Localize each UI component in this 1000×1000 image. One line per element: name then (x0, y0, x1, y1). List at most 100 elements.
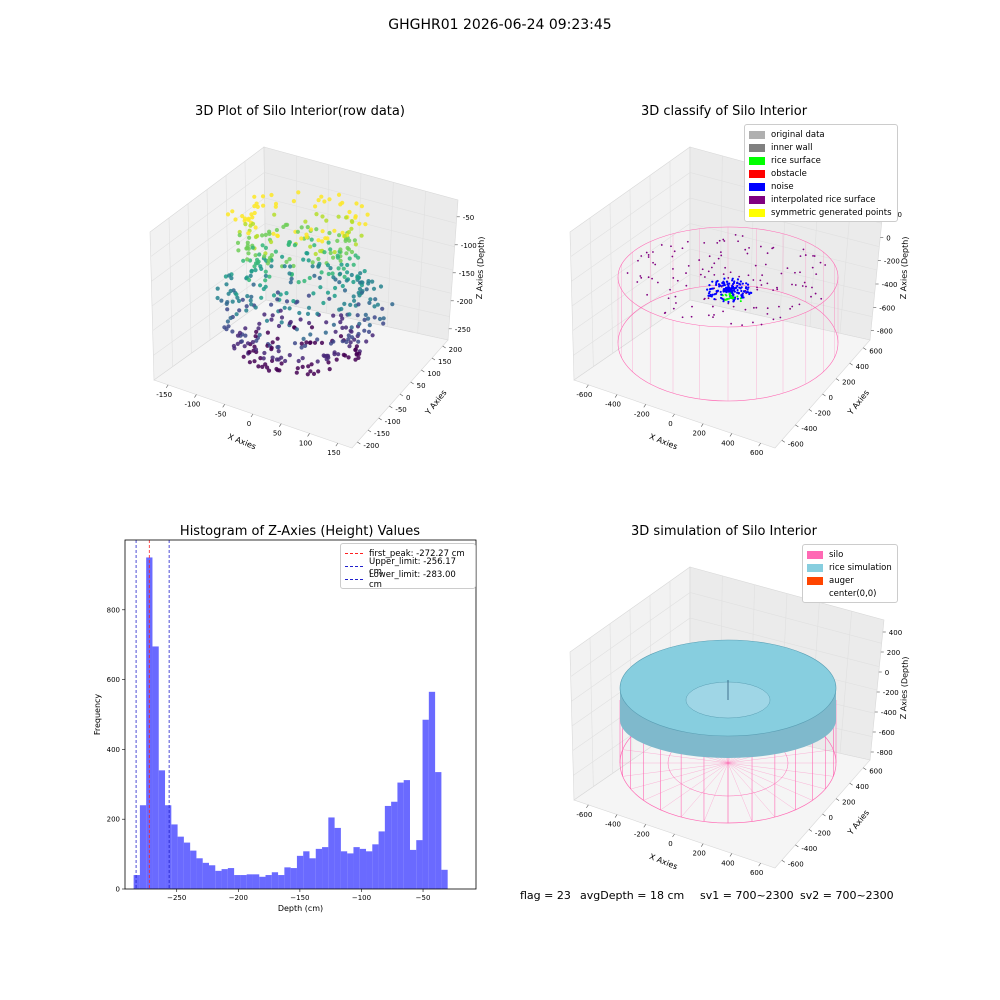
histogram-bar (422, 719, 429, 889)
data-point (275, 290, 280, 295)
noise-point (706, 288, 709, 291)
x-tick-label: −100 (352, 894, 371, 902)
data-point (372, 304, 377, 309)
legend-swatch (807, 576, 823, 585)
data-point (305, 372, 310, 377)
legend-item: rice surface (749, 154, 893, 167)
interpolated-point (786, 267, 789, 269)
data-point (342, 288, 348, 293)
y-tick-label: 600 (107, 676, 120, 684)
noise-point (738, 282, 741, 285)
data-point (252, 194, 257, 199)
data-point (271, 231, 276, 236)
data-point (247, 350, 252, 355)
data-point (301, 257, 306, 262)
interpolated-point (748, 246, 750, 249)
legend-label: Upper_limit: -256.17 cm (369, 556, 457, 577)
data-point (305, 311, 311, 316)
x-tick-label: -150 (156, 391, 172, 399)
interpolated-point (815, 273, 818, 276)
z-tick-label: -800 (877, 749, 893, 757)
histogram-bar (152, 646, 159, 889)
data-point (302, 278, 307, 284)
y-tick-label: 0 (406, 394, 410, 402)
noise-point (731, 294, 735, 297)
noise-point (736, 284, 739, 288)
x-tick-label: −150 (290, 894, 309, 902)
noise-point (736, 297, 739, 300)
data-point (340, 316, 345, 321)
data-point (248, 298, 253, 303)
histogram-bar (353, 847, 360, 889)
interpolated-point (752, 279, 755, 281)
histogram-bar (183, 842, 191, 889)
interpolated-point (690, 315, 693, 318)
interpolated-point (713, 314, 715, 316)
interpolated-point (764, 263, 767, 266)
data-point (316, 238, 321, 243)
interpolated-point (663, 312, 666, 315)
data-point (358, 271, 363, 276)
x-tick (194, 394, 197, 398)
data-point (311, 291, 316, 296)
data-point (270, 340, 275, 345)
data-point (269, 302, 274, 307)
x-tick (672, 413, 675, 418)
data-point (274, 227, 279, 233)
data-point (316, 264, 321, 269)
data-point (295, 229, 300, 234)
data-point (351, 279, 356, 285)
data-point (228, 288, 233, 294)
interpolated-point (647, 256, 650, 258)
y-axis-label: Y Axies (845, 808, 871, 837)
interpolated-point (647, 276, 650, 279)
data-point (223, 274, 228, 279)
data-point (331, 313, 336, 318)
interpolated-point (766, 313, 769, 315)
data-point (287, 271, 292, 276)
data-point (258, 356, 263, 361)
histogram-bar (271, 872, 279, 889)
data-point (325, 263, 331, 268)
data-point (263, 232, 268, 237)
data-point (269, 253, 274, 258)
data-point (316, 198, 321, 203)
x-tick (614, 814, 618, 818)
noise-point (714, 283, 718, 286)
data-point (270, 355, 275, 360)
data-point (342, 274, 347, 279)
data-point (342, 301, 347, 306)
histogram-bar (284, 867, 291, 889)
histogram-bar (234, 875, 241, 889)
data-point (269, 192, 274, 198)
noise-point (731, 277, 734, 280)
data-point (306, 293, 311, 298)
data-point (253, 225, 258, 230)
interpolated-point (701, 268, 704, 271)
interpolated-point (720, 254, 723, 257)
data-point (349, 329, 354, 334)
data-point (365, 212, 370, 217)
interpolated-point (799, 271, 801, 274)
legend-item: noise (749, 180, 893, 193)
data-point (262, 350, 267, 356)
legend-label: inner wall (771, 142, 813, 153)
data-point (381, 321, 386, 326)
interpolated-point (766, 282, 769, 285)
interpolated-point (794, 271, 796, 274)
data-point (275, 233, 280, 239)
data-point (315, 359, 320, 364)
data-point (339, 262, 344, 267)
histogram-bar (208, 865, 216, 889)
data-point (283, 222, 288, 227)
z-tick-label: -600 (879, 304, 895, 312)
data-point (377, 316, 383, 322)
interpolated-point (799, 255, 802, 257)
data-point (305, 251, 310, 256)
data-point (242, 344, 247, 349)
x-tick (700, 423, 704, 427)
data-point (224, 282, 229, 287)
data-point (236, 298, 242, 304)
x-axis-label: X Axies (648, 852, 679, 871)
data-point (320, 239, 325, 244)
